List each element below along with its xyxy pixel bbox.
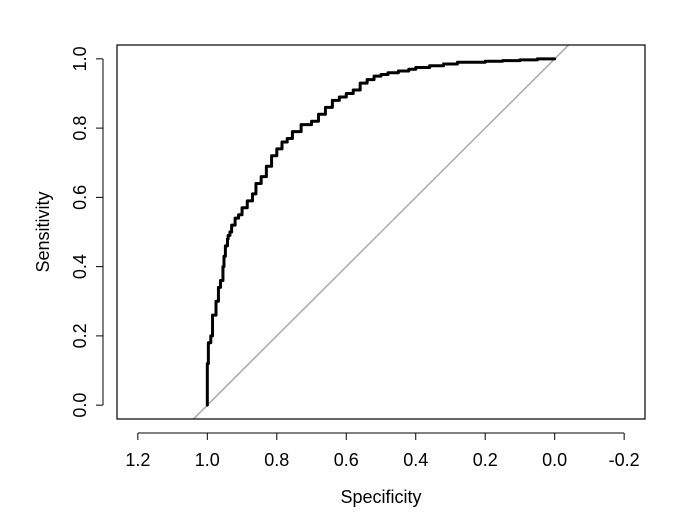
y-axis: 0.0 0.2 0.4 0.6 0.8 1.0 xyxy=(70,46,104,418)
roc-curve-line xyxy=(205,57,557,407)
x-tick-label: -0.2 xyxy=(609,450,640,470)
plot-frame xyxy=(116,44,646,420)
x-tick-label: 0.8 xyxy=(264,450,289,470)
x-axis: 1.2 1.0 0.8 0.6 0.4 0.2 0.0 -0.2 xyxy=(125,432,640,470)
reference-diagonal-layer xyxy=(192,45,570,419)
y-axis-title: Sensitivity xyxy=(33,191,53,272)
reference-diagonal xyxy=(192,45,570,419)
x-tick-label: 0.6 xyxy=(334,450,359,470)
x-tick-label: 1.2 xyxy=(125,450,150,470)
roc-curve-layer xyxy=(205,57,557,407)
y-tick-label: 0.8 xyxy=(70,116,90,141)
x-tick-label: 0.2 xyxy=(473,450,498,470)
x-axis-title: Specificity xyxy=(340,487,421,507)
x-tick-label: 0.0 xyxy=(542,450,567,470)
x-tick-label: 0.4 xyxy=(403,450,428,470)
y-tick-label: 0.0 xyxy=(70,393,90,418)
y-tick-label: 0.6 xyxy=(70,185,90,210)
y-tick-label: 0.4 xyxy=(70,254,90,279)
y-tick-label: 0.2 xyxy=(70,323,90,348)
x-tick-label: 1.0 xyxy=(195,450,220,470)
y-tick-label: 1.0 xyxy=(70,46,90,71)
